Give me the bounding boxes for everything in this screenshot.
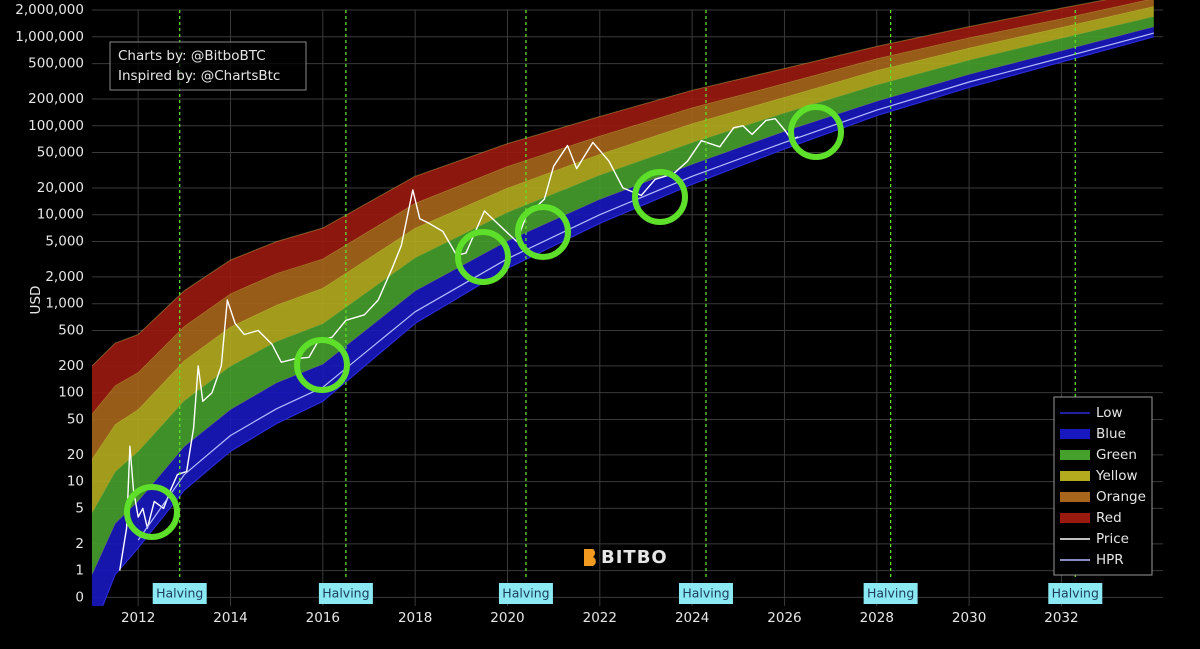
legend-swatch [1060, 513, 1090, 523]
y-tick-label: 2 [75, 536, 84, 552]
halving-label-box [498, 583, 553, 604]
y-tick-label: 1,000,000 [15, 29, 84, 45]
legend-swatch [1060, 471, 1090, 481]
y-tick-label: 500,000 [28, 56, 84, 72]
halving-label-box [318, 583, 373, 604]
y-tick-label: 1 [75, 563, 84, 579]
legend-swatch [1060, 450, 1090, 460]
halving-label-box [678, 583, 733, 604]
highlight-circle [515, 204, 571, 260]
x-tick-label: 2014 [213, 610, 247, 626]
x-tick-label: 2024 [675, 610, 709, 626]
y-tick-label: 10 [67, 474, 84, 490]
y-tick-label: 500 [58, 322, 84, 338]
highlight-circle [632, 169, 688, 225]
y-tick-label: 1,000 [45, 296, 84, 312]
highlight-circle [124, 484, 180, 540]
legend-swatch [1060, 429, 1090, 439]
y-tick-label: 50 [67, 411, 84, 427]
x-tick-label: 2022 [583, 610, 617, 626]
y-tick-label: 20 [67, 447, 84, 463]
legend: Low Blue Green Yellow Orange Red Price HPR [1060, 405, 1146, 568]
legend-label: Low [1096, 405, 1123, 421]
legend-swatch [1060, 492, 1090, 502]
halving-label: Halving [1052, 586, 1099, 601]
legend-box [1053, 396, 1153, 576]
halving-label: Halving [156, 586, 203, 601]
halving-label-box [863, 583, 918, 604]
plot-area [92, 0, 1154, 606]
legend-label: HPR [1096, 552, 1124, 568]
band-edge [92, 0, 1108, 367]
y-tick-label: 2,000 [45, 269, 84, 285]
x-tick-label: 2030 [952, 610, 986, 626]
x-tick-label: 2018 [398, 610, 432, 626]
halving-label: Halving [682, 586, 729, 601]
legend-label: Red [1096, 510, 1122, 526]
watermark-logo [584, 549, 596, 566]
series-line [137, 32, 1154, 541]
y-tick-label: 0 [75, 589, 84, 605]
highlight-circles [124, 104, 844, 540]
x-tick-label: 2020 [490, 610, 524, 626]
highlight-circle [455, 229, 511, 285]
legend-label: Price [1096, 531, 1129, 547]
annotation-text: Inspired by: @ChartsBtc [118, 68, 280, 84]
y-tick-label: 10,000 [37, 207, 84, 223]
x-tick-label: 2016 [306, 610, 340, 626]
highlight-circle [294, 337, 350, 393]
annotation-box [109, 41, 307, 91]
halving-label: Halving [867, 586, 914, 601]
y-tick-label: 5,000 [45, 234, 84, 250]
y-tick-label: 5 [75, 500, 84, 516]
y-tick-label: 100 [58, 385, 84, 401]
legend-label: Blue [1096, 426, 1126, 442]
legend-label: Yellow [1095, 468, 1138, 484]
halving-label: Halving [322, 586, 369, 601]
x-tick-label: 2032 [1044, 610, 1078, 626]
y-tick-label: 50,000 [37, 145, 84, 161]
x-tick-label: 2026 [767, 610, 801, 626]
legend-label: Green [1096, 447, 1137, 463]
halving-label-box [1048, 583, 1103, 604]
y-tick-label: 2,000,000 [15, 2, 84, 18]
highlight-circle [788, 104, 844, 160]
series-line [119, 118, 799, 571]
halving-label: Halving [502, 586, 549, 601]
y-tick-label: 200,000 [28, 91, 84, 107]
x-tick-label: 2028 [860, 610, 894, 626]
legend-label: Orange [1096, 489, 1146, 505]
y-tick-label: 100,000 [28, 118, 84, 134]
watermark: BITBO [601, 547, 668, 568]
annotation-text: Charts by: @BitboBTC [118, 48, 266, 64]
y-axis-label: USD [28, 286, 44, 315]
x-tick-label: 2012 [121, 610, 155, 626]
y-tick-label: 20,000 [37, 180, 84, 196]
halving-label-box [152, 583, 207, 604]
y-tick-label: 200 [58, 358, 84, 374]
series-line [102, 36, 1154, 606]
